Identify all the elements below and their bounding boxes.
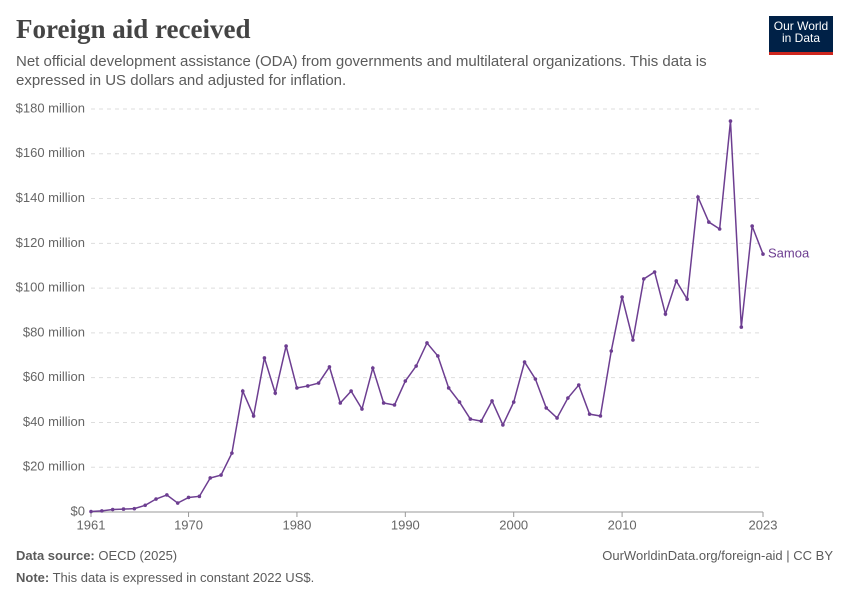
x-tick-label: 1961 (77, 517, 106, 532)
point (360, 407, 364, 411)
y-tick-label: $140 million (16, 190, 85, 205)
point (446, 386, 451, 390)
point (501, 423, 505, 427)
x-tick-label: 2000 (499, 517, 528, 532)
point (305, 384, 310, 388)
point (663, 312, 668, 316)
point (175, 501, 180, 505)
point (652, 270, 657, 274)
point (717, 227, 722, 231)
x-tick-label: 1980 (282, 517, 311, 532)
point (262, 356, 267, 360)
x-tick-label: 1990 (391, 517, 420, 532)
point (707, 220, 711, 224)
point (414, 364, 418, 368)
point (728, 119, 733, 123)
point (479, 419, 483, 423)
point (641, 277, 646, 281)
point (544, 406, 549, 410)
y-tick-label: $20 million (23, 459, 85, 474)
point (89, 509, 93, 514)
url[interactable]: OurWorldinData.org/foreign-aid | CC BY (602, 548, 833, 563)
series-label: Samoa (768, 246, 810, 261)
point (674, 279, 679, 283)
point (240, 389, 245, 393)
y-tick-label: $100 million (16, 280, 85, 295)
point (100, 509, 104, 513)
note: Note: This data is expressed in constant… (16, 570, 314, 585)
point (598, 414, 603, 418)
point (576, 383, 581, 387)
source: Data source: OECD (2025) (16, 548, 177, 563)
point (349, 389, 353, 393)
logo[interactable]: Our World in Data (769, 16, 833, 55)
point (392, 403, 397, 407)
point (327, 365, 332, 369)
point (425, 341, 429, 345)
point (154, 497, 158, 501)
point (197, 494, 202, 499)
point (587, 412, 592, 416)
point (186, 495, 191, 500)
point (403, 379, 408, 383)
point (522, 360, 527, 364)
note-text: This data is expressed in constant 2022 … (52, 570, 315, 585)
note-label: Note: (16, 570, 50, 585)
point (132, 506, 137, 511)
point (219, 473, 223, 477)
point (750, 224, 754, 228)
y-tick-label: $60 million (23, 369, 85, 384)
point (555, 416, 559, 420)
point (468, 417, 473, 421)
y-tick-label: $180 million (16, 100, 85, 115)
point (273, 391, 278, 395)
point (284, 344, 288, 348)
point (457, 400, 462, 404)
point (631, 338, 635, 342)
x-tick-label: 2023 (749, 517, 778, 532)
point (381, 401, 386, 405)
point (620, 295, 624, 299)
point (436, 354, 440, 358)
y-tick-label: $0 (71, 503, 85, 518)
point (316, 381, 321, 385)
point (696, 195, 700, 199)
y-tick-label: $120 million (16, 235, 85, 250)
x-tick-label: 2010 (608, 517, 637, 532)
point (371, 366, 375, 370)
line (90, 121, 764, 513)
point (208, 476, 213, 480)
y-tick-label: $160 million (16, 145, 85, 160)
x-tick-label: 1970 (174, 517, 203, 532)
source-label: Data source: (16, 548, 95, 563)
point (490, 399, 494, 403)
y-tick-label: $80 million (23, 324, 85, 339)
point (121, 507, 126, 511)
point (338, 401, 343, 405)
point (143, 503, 147, 508)
y-tick-label: $40 million (23, 414, 85, 429)
point (566, 396, 570, 400)
point (295, 386, 299, 390)
point (165, 493, 169, 497)
point (739, 325, 744, 329)
chart-subtitle: Net official development assistance (ODA… (16, 53, 707, 89)
point (761, 252, 765, 256)
point (251, 414, 256, 418)
point (533, 377, 538, 381)
point (110, 507, 115, 512)
point (609, 349, 614, 353)
chart-title: Foreign aid received (16, 14, 251, 44)
point (685, 297, 689, 301)
point (230, 451, 234, 455)
point (511, 400, 516, 404)
source-text: OECD (2025) (98, 548, 178, 563)
